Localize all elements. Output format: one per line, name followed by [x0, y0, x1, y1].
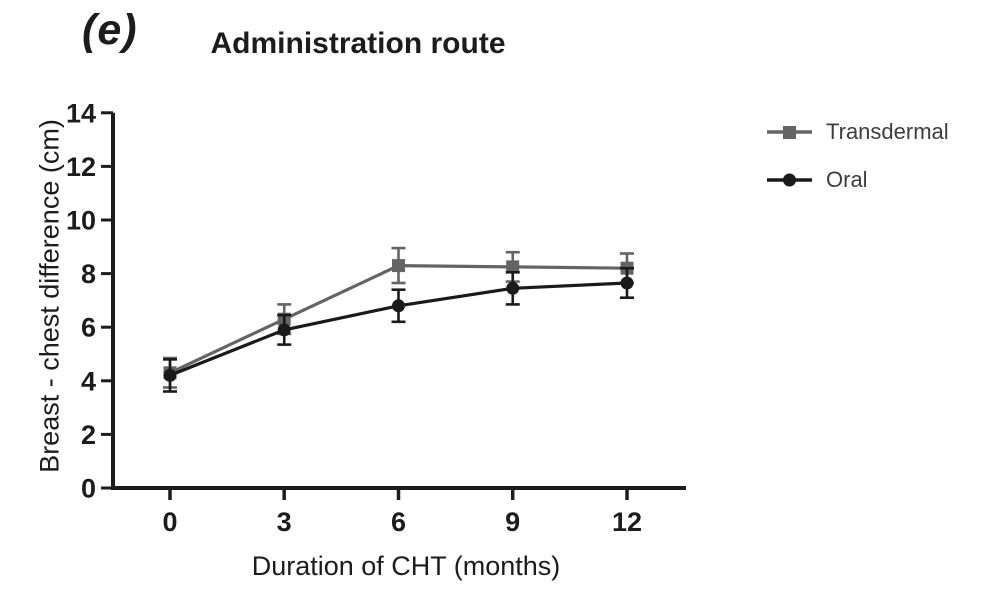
y-tick-label: 10: [66, 206, 96, 236]
y-tick-label: 0: [81, 474, 96, 504]
legend-item-oral: Oral: [766, 167, 949, 192]
oral-legend-swatch-icon: [767, 173, 812, 186]
oral-marker: [163, 368, 177, 382]
oral-marker: [506, 281, 520, 295]
oral-marker: [620, 276, 634, 290]
chart-title: Administration route: [210, 27, 506, 60]
transdermal-marker: [392, 259, 405, 273]
y-tick-label: 12: [66, 152, 96, 182]
legend: Transdermal Oral: [766, 119, 949, 215]
y-tick-label: 8: [81, 259, 96, 289]
y-tick-label: 14: [66, 98, 96, 128]
transdermal-legend-swatch-icon: [767, 125, 812, 139]
y-tick-label: 6: [81, 313, 96, 343]
x-tick-label: 6: [391, 507, 406, 537]
y-tick-label: 4: [81, 366, 96, 396]
oral-marker: [392, 299, 405, 313]
x-tick-label: 0: [162, 507, 177, 537]
oral-marker: [277, 323, 291, 337]
legend-label-transdermal: Transdermal: [826, 118, 949, 144]
transdermal-marker: [506, 260, 520, 274]
x-tick-label: 3: [277, 507, 292, 537]
y-tick-label: 2: [81, 420, 96, 450]
legend-item-transdermal: Transdermal: [766, 119, 949, 144]
x-tick-label: 9: [505, 507, 520, 537]
x-tick-label: 12: [612, 507, 642, 537]
panel-label: (e): [82, 6, 138, 54]
legend-label-oral: Oral: [826, 166, 868, 192]
x-axis-label: Duration of CHT (months): [251, 551, 561, 581]
